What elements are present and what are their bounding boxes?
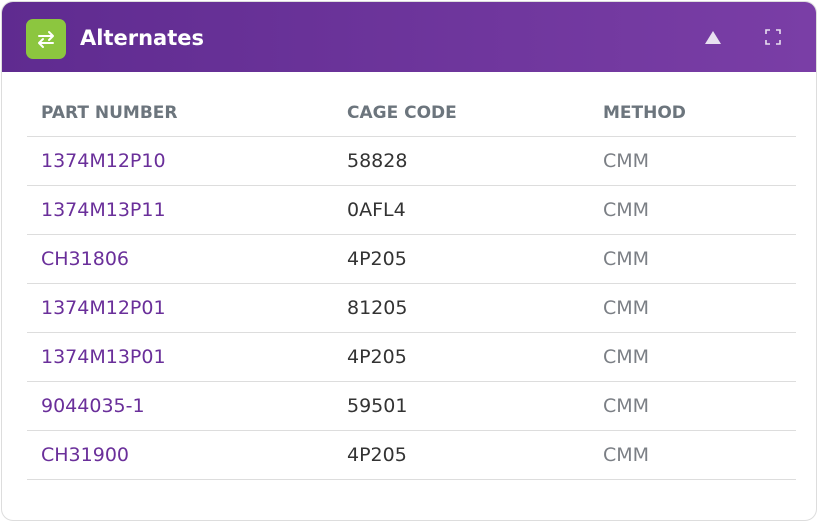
table-row: CH31806 4P205 CMM [27, 234, 796, 284]
cage-code: 81205 [333, 283, 589, 333]
method: CMM [589, 185, 796, 235]
expand-button[interactable] [763, 26, 783, 48]
cage-code: 59501 [333, 381, 589, 431]
cage-code: 4P205 [333, 332, 589, 382]
cage-code: 4P205 [333, 430, 589, 480]
method: CMM [589, 283, 796, 333]
part-number-link[interactable]: 9044035-1 [27, 381, 333, 431]
table-body: 1374M12P10 58828 CMM 1374M13P11 0AFL4 CMM CH31… [27, 136, 796, 480]
header-icon [26, 19, 66, 59]
cage-code: 0AFL4 [333, 185, 589, 235]
header-row: PART NUMBER CAGE CODE METHOD [27, 89, 796, 137]
card-header: Alternates [2, 2, 816, 72]
part-number-link[interactable]: CH31806 [27, 234, 333, 284]
column-header: PART NUMBER [27, 89, 333, 137]
alternates-table: PART NUMBER CAGE CODE METHOD 1374M12P10 588… [27, 89, 796, 480]
card-title: Alternates [80, 26, 204, 50]
table-row: 9044035-1 59501 CMM [27, 381, 796, 431]
table-row: 1374M13P11 0AFL4 CMM [27, 185, 796, 235]
table-row: 1374M12P01 81205 CMM [27, 283, 796, 333]
method: CMM [589, 234, 796, 284]
cage-code: 4P205 [333, 234, 589, 284]
part-number-link[interactable]: 1374M12P01 [27, 283, 333, 333]
column-header: CAGE CODE [333, 89, 589, 137]
table-row: 1374M13P01 4P205 CMM [27, 332, 796, 382]
part-number-link[interactable]: 1374M13P11 [27, 185, 333, 235]
method: CMM [589, 381, 796, 431]
part-number-link[interactable]: 1374M13P01 [27, 332, 333, 382]
collapse-button[interactable] [704, 26, 722, 48]
method: CMM [589, 430, 796, 480]
table-row: 1374M12P10 58828 CMM [27, 136, 796, 186]
part-number-link[interactable]: CH31900 [27, 430, 333, 480]
method: CMM [589, 136, 796, 186]
column-header: METHOD [589, 89, 796, 137]
method: CMM [589, 332, 796, 382]
table-row: CH31900 4P205 CMM [27, 430, 796, 480]
part-number-link[interactable]: 1374M12P10 [27, 136, 333, 186]
cage-code: 58828 [333, 136, 589, 186]
